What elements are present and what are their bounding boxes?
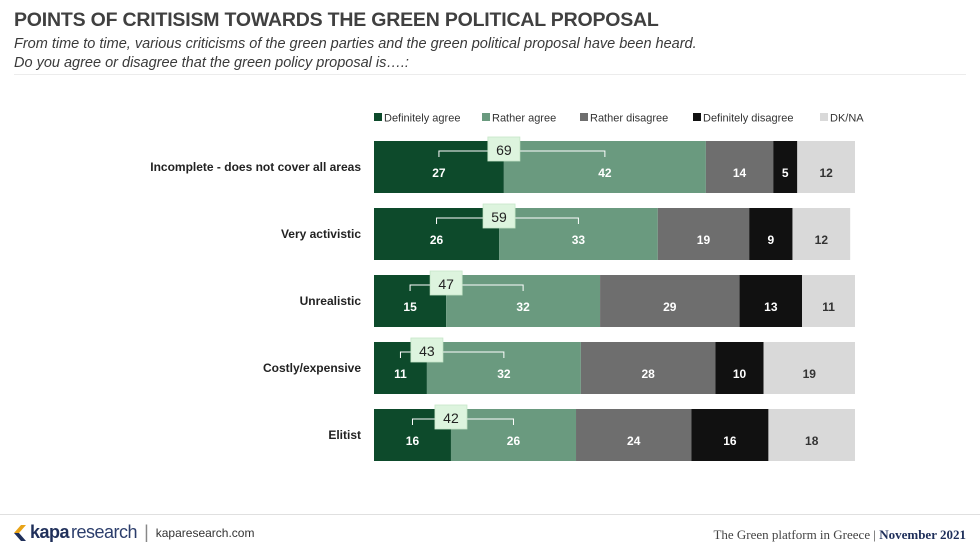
agree-total-box [410, 337, 444, 363]
footer-separator: | [873, 527, 880, 542]
bar-segment-dk-na [768, 409, 855, 461]
agree-total-box [482, 203, 516, 229]
data-label-rather-disagree: 24 [627, 434, 641, 448]
footer-divider [0, 514, 980, 515]
data-label-rather-disagree: 19 [697, 233, 711, 247]
data-label-definitely-agree: 26 [430, 233, 444, 247]
data-label-rather-disagree: 14 [733, 166, 747, 180]
bar-segment-dk-na [797, 141, 855, 193]
bar-segment-rather-disagree [600, 275, 740, 327]
legend-swatch-rather-agree [482, 113, 490, 121]
data-label-dk-na: 12 [815, 233, 829, 247]
bar-segment-rather-agree [446, 275, 601, 327]
data-label-definitely-agree: 15 [403, 300, 417, 314]
data-label-rather-agree: 33 [572, 233, 586, 247]
bar-segment-definitely-disagree [715, 342, 764, 394]
category-label: Elitist [328, 428, 361, 442]
data-label-rather-agree: 32 [516, 300, 530, 314]
data-label-rather-agree: 42 [598, 166, 612, 180]
legend-swatch-definitely-agree [374, 113, 382, 121]
data-label-definitely-disagree: 16 [723, 434, 737, 448]
category-label: Incomplete - does not cover all areas [150, 160, 361, 174]
bar-segment-definitely-disagree [773, 141, 798, 193]
data-label-definitely-agree: 11 [394, 367, 407, 381]
agree-total-label: 69 [496, 142, 512, 158]
header-divider [14, 74, 966, 75]
agree-total-label: 42 [443, 410, 459, 426]
agree-bracket [438, 150, 606, 157]
bar-segment-definitely-agree [374, 208, 500, 260]
website-link[interactable]: kaparesearch.com [155, 525, 255, 540]
category-label: Very activistic [281, 227, 361, 241]
bar-segment-definitely-disagree [739, 275, 803, 327]
data-label-dk-na: 11 [822, 300, 835, 314]
agree-total-box [429, 270, 463, 296]
agree-total-label: 43 [419, 343, 435, 359]
legend-swatch-definitely-disagree [693, 113, 701, 121]
legend-label-rather-disagree: Rather disagree [590, 113, 668, 125]
legend-label-definitely-agree: Definitely agree [384, 113, 460, 125]
bar-segment-rather-agree [450, 409, 577, 461]
legend-label-rather-agree: Rather agree [492, 113, 556, 125]
logo-separator: | [144, 522, 149, 542]
report-date: November 2021 [879, 527, 966, 542]
legend-swatch-rather-disagree [580, 113, 588, 121]
agree-total-box [434, 404, 468, 430]
data-label-definitely-disagree: 10 [733, 367, 747, 381]
bar-segment-rather-agree [503, 141, 706, 193]
category-label: Costly/expensive [263, 361, 361, 375]
kapa-research-logo: kapa research | kaparesearch.com [12, 522, 254, 543]
agree-total-label: 47 [438, 276, 454, 292]
data-label-dk-na: 12 [819, 166, 833, 180]
bar-segment-definitely-disagree [749, 208, 793, 260]
legend-swatch-dk-na [820, 113, 828, 121]
bar-segment-rather-disagree [705, 141, 774, 193]
bar-segment-dk-na [792, 208, 851, 260]
brand-name-light: research [71, 522, 138, 542]
report-title: The Green platform in Greece [713, 527, 871, 542]
agree-total-label: 59 [491, 209, 507, 225]
chart-title: POINTS OF CRITISISM TOWARDS THE GREEN PO… [14, 9, 659, 31]
bar-segment-rather-disagree [580, 342, 716, 394]
bar-segment-rather-agree [426, 342, 581, 394]
agree-bracket [409, 284, 524, 291]
data-label-definitely-disagree: 5 [782, 166, 789, 180]
bar-segment-definitely-disagree [691, 409, 769, 461]
data-label-rather-disagree: 28 [641, 367, 655, 381]
data-label-definitely-agree: 27 [432, 166, 446, 180]
data-label-rather-agree: 26 [507, 434, 521, 448]
bar-segment-dk-na [763, 342, 855, 394]
category-label: Unrealistic [300, 294, 362, 308]
bar-segment-rather-disagree [657, 208, 750, 260]
bar-segment-rather-disagree [576, 409, 692, 461]
bar-segment-rather-agree [499, 208, 658, 260]
data-label-rather-disagree: 29 [663, 300, 677, 314]
stacked-bar-chart: Definitely agree Rather agree Rather disag… [150, 113, 864, 461]
agree-total-box [487, 136, 521, 162]
bar-segment-definitely-agree [374, 141, 504, 193]
kapa-logo-icon [14, 524, 26, 541]
data-label-dk-na: 18 [805, 434, 819, 448]
report-footer: The Green platform in Greece | November … [713, 527, 966, 543]
legend-label-dk-na: DK/NA [830, 113, 864, 125]
chart-subtitle-line1: From time to time, various criticisms of… [14, 36, 697, 52]
data-label-dk-na: 19 [803, 367, 817, 381]
brand-name-bold: kapa [30, 522, 70, 542]
data-label-rather-agree: 32 [497, 367, 511, 381]
chart-subtitle-line2: Do you agree or disagree that the green … [14, 55, 409, 71]
data-label-definitely-agree: 16 [406, 434, 420, 448]
legend-label-definitely-disagree: Definitely disagree [703, 113, 794, 125]
bar-segment-dk-na [802, 275, 855, 327]
data-label-definitely-disagree: 13 [764, 300, 778, 314]
agree-bracket [399, 351, 505, 358]
data-label-definitely-disagree: 9 [767, 233, 774, 247]
